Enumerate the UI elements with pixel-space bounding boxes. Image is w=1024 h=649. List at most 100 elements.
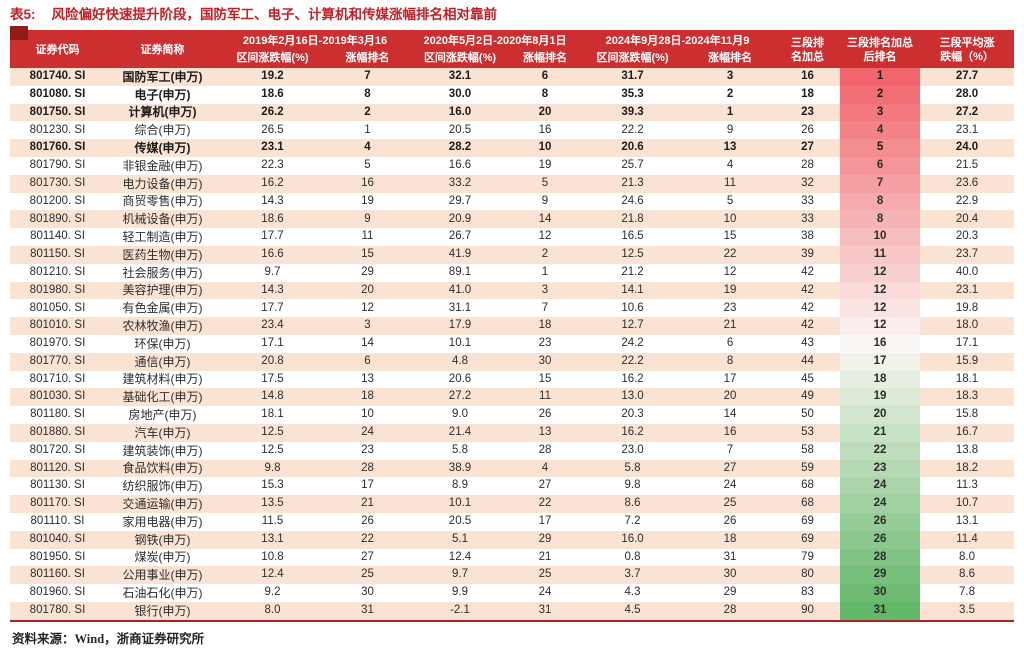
cell-change-3: 21.8	[580, 210, 686, 229]
cell-change-2: 10.1	[410, 495, 510, 513]
cell-change-3: 16.0	[580, 530, 686, 549]
bottom-rule	[10, 619, 1014, 622]
cell-rank-2: 28	[538, 443, 552, 456]
cell-change-3: 21.3	[580, 174, 686, 193]
cell-security-name: 汽车(申万)	[105, 423, 220, 442]
cell-change-3: 16.5	[621, 230, 644, 243]
cell-change-1: 26.5	[261, 123, 284, 136]
cell-rank-after-sum: 28	[840, 548, 921, 567]
cell-rank-after-sum: 10	[840, 228, 921, 246]
cell-change-1: 9.2	[264, 586, 281, 599]
cell-rank-after-sum: 18	[840, 370, 921, 389]
source-note: 资料来源：Wind，浙商证券研究所	[12, 632, 205, 646]
cell-rank-2: 26	[538, 408, 552, 421]
cell-rank-1: 9	[325, 210, 410, 229]
cell-change-1: 23.4	[220, 317, 325, 335]
cell-avg-change: 18.3	[920, 388, 1015, 407]
cell-security-name: 银行(申万)	[105, 601, 220, 620]
cell-rank-3: 23	[723, 301, 737, 314]
cell-security-code: 801160. SI	[10, 566, 105, 585]
cell-rank-1: 12	[361, 301, 374, 314]
cell-security-code: 801790. SI	[29, 159, 86, 172]
cell-rank-after-sum: 12	[840, 299, 921, 318]
cell-rank-3: 14	[723, 408, 737, 421]
cell-change-3: 13.0	[580, 388, 686, 407]
cell-change-3: 22.2	[580, 352, 686, 371]
cell-rank-after-sum: 24	[840, 477, 921, 496]
sector-performance-table: 证券代码 证券简称 2019年2月16日-2019年3月16 2020年5月2日-20…	[10, 30, 1015, 620]
cell-rank-1: 13	[361, 372, 374, 385]
table-row: 801740. SI 国防军工(申万) 19.2 7 32.1 6 31.7 3 16 1 27.7	[10, 68, 1015, 86]
cell-security-name: 电力设备(申万)	[105, 174, 220, 193]
cell-change-2: 20.5	[448, 515, 472, 528]
table-row: 801130. SI 纺织服饰(申万) 15.3 17 8.9 27 9.8 24 68 24 11…	[10, 477, 1014, 496]
cell-rank-sum: 49	[775, 388, 841, 407]
table-row: 801230. SI 综合(申万) 26.5 1 20.5 16 22.2 9 26 4 23.1	[10, 121, 1014, 140]
table-row: 801050. SI 有色金属(申万) 17.7 12 31.1 7 10.6 23 42 12 1…	[10, 299, 1014, 318]
cell-change-3: 39.3	[580, 103, 686, 122]
cell-change-1: 17.7	[261, 230, 284, 243]
table-row: 801750. SI 计算机(申万) 26.2 2 16.0 20 39.3 1 23 3 27.2	[10, 103, 1015, 122]
cell-rank-2: 15	[538, 372, 552, 385]
cell-rank-2: 24	[538, 586, 552, 599]
cell-rank-3: 3	[685, 68, 776, 86]
cell-rank-1: 16	[325, 174, 410, 193]
cell-security-code: 801720. SI	[29, 443, 86, 456]
cell-security-name: 有色金属(申万)	[122, 301, 203, 316]
cell-change-2: 28.2	[410, 139, 510, 157]
cell-change-2: 16.0	[410, 103, 510, 122]
cell-security-name: 纺织服饰(申万)	[122, 479, 203, 494]
cell-avg-change: 13.8	[955, 443, 979, 456]
cell-rank-sum: 26	[801, 123, 814, 136]
cell-change-2: 89.1	[448, 265, 472, 278]
cell-rank-after-sum: 30	[840, 584, 921, 602]
cell-security-name: 交通运输(申万)	[105, 495, 220, 513]
cell-rank-sum: 90	[775, 601, 841, 620]
cell-change-1: 9.8	[220, 459, 325, 478]
cell-change-1: 18.1	[261, 408, 284, 421]
cell-rank-3: 12	[723, 265, 737, 278]
cell-rank-1: 15	[325, 245, 410, 264]
cell-rank-2: 21	[538, 550, 552, 563]
cell-change-1: 19.2	[220, 68, 325, 86]
cell-rank-2: 20	[510, 103, 581, 122]
cell-change-1: 16.2	[220, 174, 325, 193]
cell-security-name: 环保(申万)	[134, 336, 191, 351]
cell-change-3: 16.2	[621, 372, 644, 385]
cell-change-2: 20.5	[448, 123, 472, 136]
cell-change-2: 41.0	[410, 281, 510, 300]
cell-change-2: 10.1	[448, 337, 472, 350]
cell-avg-change: 23.6	[920, 174, 1015, 193]
cell-change-1: 15.3	[261, 479, 284, 492]
cell-change-2: 12.4	[448, 550, 472, 563]
table-row: 801780. SI 银行(申万) 8.0 31 -2.1 31 4.5 28 90 31 3.5	[10, 601, 1015, 620]
cell-security-code: 801030. SI	[10, 388, 105, 407]
cell-change-3: 10.6	[621, 301, 644, 314]
cell-rank-3: 21	[685, 317, 776, 335]
cell-change-2: 41.9	[410, 245, 510, 264]
cell-security-code: 801750. SI	[10, 103, 105, 122]
cell-change-2: 27.2	[410, 388, 510, 407]
cell-security-name: 建筑装饰(申万)	[122, 443, 203, 458]
cell-change-2: 9.9	[452, 586, 468, 599]
column-header-rank-sum: 三段排 名加总	[775, 30, 841, 68]
cell-rank-after-sum: 24	[840, 495, 921, 513]
cell-rank-2: 30	[510, 352, 581, 371]
corner-tab	[10, 26, 28, 40]
cell-rank-sum: 38	[801, 230, 814, 243]
cell-security-name: 轻工制造(申万)	[122, 230, 203, 245]
cell-avg-change: 18.0	[920, 317, 1015, 335]
column-header-rank-1: 涨幅排名	[325, 50, 410, 68]
cell-security-code: 801740. SI	[10, 68, 105, 86]
cell-security-name: 美容护理(申万)	[105, 281, 220, 300]
cell-security-code: 801880. SI	[10, 423, 105, 442]
cell-security-code: 801110. SI	[30, 515, 85, 528]
cell-rank-3: 26	[723, 515, 737, 528]
cell-rank-sum: 79	[801, 550, 814, 563]
cell-rank-1: 24	[325, 423, 410, 442]
cell-change-3: 4.5	[580, 601, 686, 620]
cell-change-1: 17.7	[261, 301, 284, 314]
cell-rank-sum: 68	[801, 479, 814, 492]
cell-rank-2: 1	[541, 265, 549, 278]
